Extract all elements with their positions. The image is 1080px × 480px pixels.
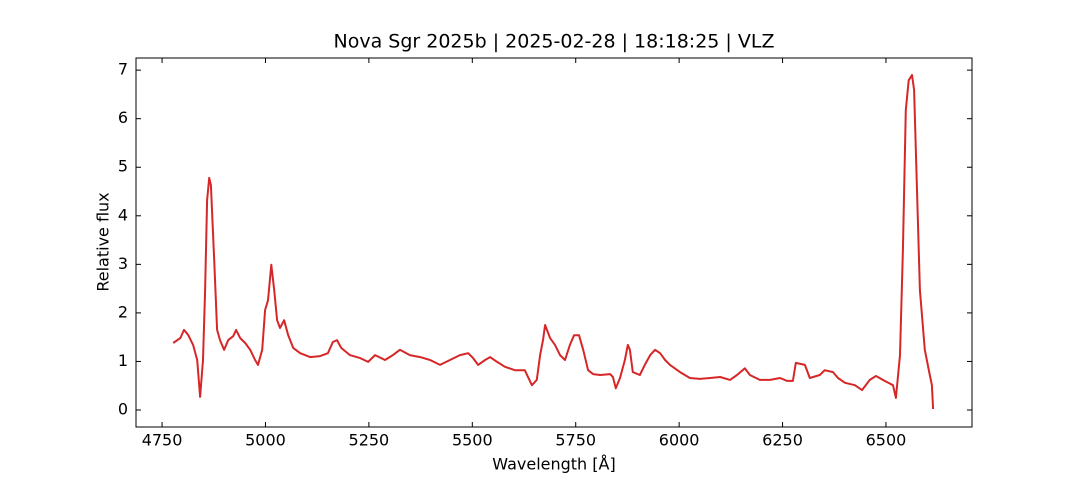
y-tick-label: 3 <box>118 254 128 273</box>
y-tick-label: 6 <box>118 108 128 127</box>
x-tick-label: 5250 <box>349 431 390 450</box>
x-tick-label: 5750 <box>555 431 596 450</box>
x-tick-label: 6000 <box>659 431 700 450</box>
y-axis-label: Relative flux <box>94 192 113 291</box>
y-tick-label: 4 <box>118 205 128 224</box>
spectrum-line <box>172 74 935 410</box>
x-tick-label: 5500 <box>452 431 493 450</box>
chart-title: Nova Sgr 2025b | 2025-02-28 | 18:18:25 |… <box>334 31 775 53</box>
y-tick-label: 7 <box>118 60 128 79</box>
y-tick-label: 2 <box>118 302 128 321</box>
x-tick-label: 4750 <box>142 431 183 450</box>
y-tick-label: 5 <box>118 157 128 176</box>
x-tick-label: 5000 <box>245 431 286 450</box>
y-tick-label: 1 <box>118 351 128 370</box>
plot-frame <box>135 57 973 428</box>
x-tick-label: 6500 <box>866 431 907 450</box>
x-tick-label: 6250 <box>762 431 803 450</box>
x-axis-label: Wavelength [Å] <box>492 455 615 474</box>
y-tick-label: 0 <box>118 400 128 419</box>
